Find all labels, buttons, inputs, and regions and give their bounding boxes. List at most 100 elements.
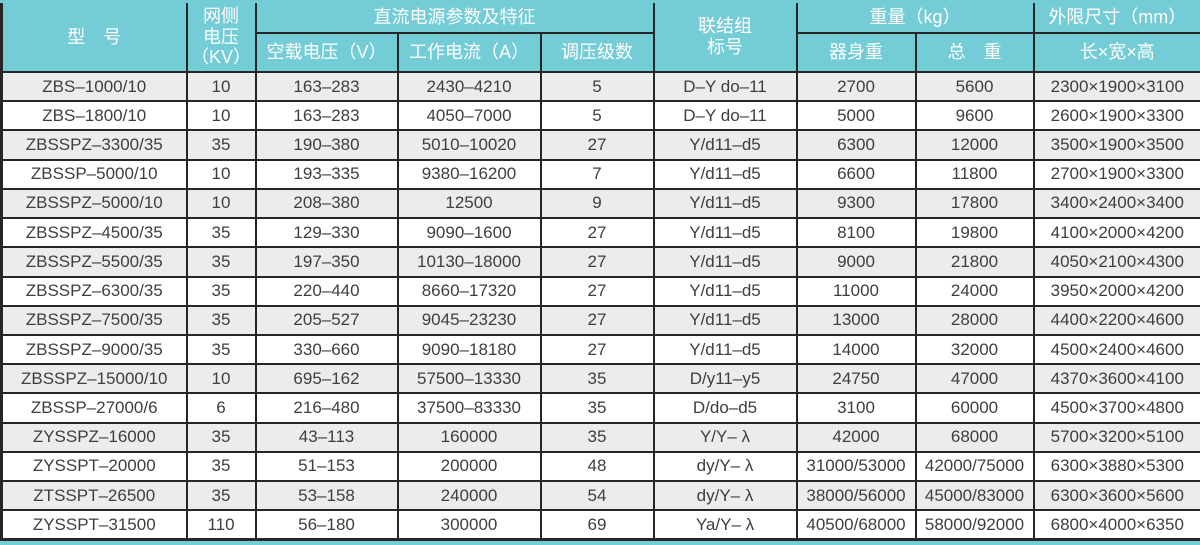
table-cell: 35	[185, 129, 257, 161]
table-cell: 9090–1600	[396, 217, 542, 249]
table-cell: 35	[539, 421, 655, 453]
col-header-dc-params-group: 直流电源参数及特征	[254, 3, 655, 34]
col-header-body-weight: 器身重	[795, 33, 917, 73]
table-cell: 11000	[795, 275, 917, 307]
table-cell: 5	[539, 100, 655, 132]
col-header-grid-voltage: 网侧 电压 （KV）	[185, 3, 257, 73]
table-cell: 69	[539, 509, 655, 541]
table-row: ZBSSPZ–5000/10 10 208–380 12500 9 Y/d11–d5 930…	[0, 187, 1200, 220]
col-header-dimensions-sub: 长×宽×高	[1032, 33, 1200, 73]
table-cell: 163–283	[254, 70, 399, 103]
table-cell: 9	[539, 187, 655, 220]
table-cell: 695–162	[254, 363, 399, 395]
table-cell: 4100×2000×4200	[1032, 217, 1200, 249]
table-cell: 10	[185, 363, 257, 395]
table-cell: ZBSSP–27000/6	[0, 392, 188, 424]
table-cell: 35	[185, 304, 257, 336]
table-cell: 27	[539, 333, 655, 366]
table-cell: 21800	[914, 246, 1035, 278]
table-cell: 2300×1900×3100	[1032, 70, 1200, 103]
table-cell: Ya/Y– λ	[652, 509, 798, 541]
table-cell: 190–380	[254, 129, 399, 161]
table-cell: ZBSSPZ–4500/35	[0, 217, 188, 249]
table-cell: 129–330	[254, 217, 399, 249]
table-cell: 4370×3600×4100	[1032, 363, 1200, 395]
table-row: ZBSSPZ–5500/35 35 197–350 10130–18000 27 Y/d1…	[0, 246, 1200, 278]
table-cell: ZBSSPZ–3300/35	[0, 129, 188, 161]
table-cell: 47000	[914, 363, 1035, 395]
table-cell: ZBSSP–5000/10	[0, 158, 188, 190]
table-cell: Y/d11–d5	[652, 304, 798, 336]
table-cell: 2700	[795, 70, 917, 103]
col-header-connection: 联结组 标号	[652, 3, 798, 73]
table-cell: 17800	[914, 187, 1035, 220]
table-cell: 35	[539, 363, 655, 395]
table-cell: Y/d11–d5	[652, 158, 798, 190]
table-cell: 45000/83000	[914, 480, 1035, 512]
table-cell: 160000	[396, 421, 542, 453]
table-cell: 42000	[795, 421, 917, 453]
table-cell: Y/d11–d5	[652, 187, 798, 220]
table-cell: 3950×2000×4200	[1032, 275, 1200, 307]
table-cell: 8660–17320	[396, 275, 542, 307]
table-cell: 27	[539, 304, 655, 336]
table-cell: ZBS–1000/10	[0, 70, 188, 103]
table-cell: 9600	[914, 100, 1035, 132]
table-cell: 6300×3600×5600	[1032, 480, 1200, 512]
table-cell: 208–380	[254, 187, 399, 220]
table-cell: Y/d11–d5	[652, 246, 798, 278]
table-cell: 53–158	[254, 480, 399, 512]
col-header-dimensions-group: 外限尺寸（mm）	[1032, 3, 1200, 34]
table-cell: 57500–13330	[396, 363, 542, 395]
table-cell: 205–527	[254, 304, 399, 336]
table-cell: D–Y do–11	[652, 100, 798, 132]
transformer-spec-table: 型 号 网侧 电压 （KV） 直流电源参数及特征 联结组 标号 重量（kg） 外…	[0, 3, 1200, 541]
table-cell: 35	[185, 275, 257, 307]
table-cell: 10	[185, 100, 257, 132]
table-cell: 28000	[914, 304, 1035, 336]
table-cell: 10	[185, 187, 257, 220]
table-cell: Y/d11–d5	[652, 333, 798, 366]
table-cell: 6	[185, 392, 257, 424]
col-header-model: 型 号	[0, 3, 188, 73]
table-cell: 9045–23230	[396, 304, 542, 336]
table-cell: D/do–d5	[652, 392, 798, 424]
table-cell: 4500×2400×4600	[1032, 333, 1200, 366]
table-cell: 163–283	[254, 100, 399, 132]
table-cell: 6800×4000×6350	[1032, 509, 1200, 541]
table-cell: dy/Y– λ	[652, 450, 798, 483]
table-cell: 58000/92000	[914, 509, 1035, 541]
table-cell: 35	[185, 421, 257, 453]
table-cell: 37500–83330	[396, 392, 542, 424]
table-cell: Y/d11–d5	[652, 275, 798, 307]
table-cell: dy/Y– λ	[652, 480, 798, 512]
table-cell: 12500	[396, 187, 542, 220]
table-row: ZBSSPZ–7500/35 35 205–527 9045–23230 27 Y/d11…	[0, 304, 1200, 336]
table-cell: 9300	[795, 187, 917, 220]
table-row: ZYSSPT–20000 35 51–153 200000 48 dy/Y– λ 31000…	[0, 450, 1200, 483]
table-cell: 6300×3880×5300	[1032, 450, 1200, 483]
table-row: ZBSSPZ–9000/35 35 330–660 9090–18180 27 Y/d11…	[0, 333, 1200, 366]
table-cell: ZTSSPT–26500	[0, 480, 188, 512]
col-header-total-weight: 总 重	[914, 33, 1035, 73]
table-cell: ZBSSPZ–9000/35	[0, 333, 188, 366]
table-cell: 42000/75000	[914, 450, 1035, 483]
table-cell: D/y11–y5	[652, 363, 798, 395]
table-cell: ZYSSPZ–16000	[0, 421, 188, 453]
table-cell: ZBSSPZ–6300/35	[0, 275, 188, 307]
table-row: ZBSSPZ–4500/35 35 129–330 9090–1600 27 Y/d11–…	[0, 217, 1200, 249]
table-row: ZBSSP–5000/10 10 193–335 9380–16200 7 Y/d11–d…	[0, 158, 1200, 190]
table-cell: 7	[539, 158, 655, 190]
table-cell: 27	[539, 275, 655, 307]
table-cell: 5010–10020	[396, 129, 542, 161]
table-cell: 220–440	[254, 275, 399, 307]
table-cell: 2430–4210	[396, 70, 542, 103]
table-cell: D–Y do–11	[652, 70, 798, 103]
table-cell: 10	[185, 158, 257, 190]
table-cell: 27	[539, 217, 655, 249]
table-cell: 3400×2400×3400	[1032, 187, 1200, 220]
table-cell: Y/d11–d5	[652, 217, 798, 249]
table-cell: ZBS–1800/10	[0, 100, 188, 132]
table-cell: 216–480	[254, 392, 399, 424]
col-header-weight-group: 重量（kg）	[795, 3, 1035, 34]
